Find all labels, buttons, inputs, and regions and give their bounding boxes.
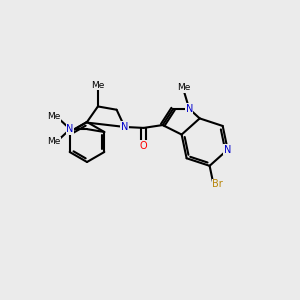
Text: N: N — [186, 104, 193, 114]
Text: N: N — [66, 124, 74, 134]
Text: Me: Me — [91, 81, 105, 90]
Text: Me: Me — [177, 83, 190, 92]
Text: Me: Me — [47, 112, 61, 121]
Text: O: O — [140, 141, 148, 151]
Text: Me: Me — [47, 137, 61, 146]
Text: N: N — [121, 122, 128, 132]
Text: Br: Br — [212, 179, 223, 189]
Text: N: N — [224, 145, 231, 155]
